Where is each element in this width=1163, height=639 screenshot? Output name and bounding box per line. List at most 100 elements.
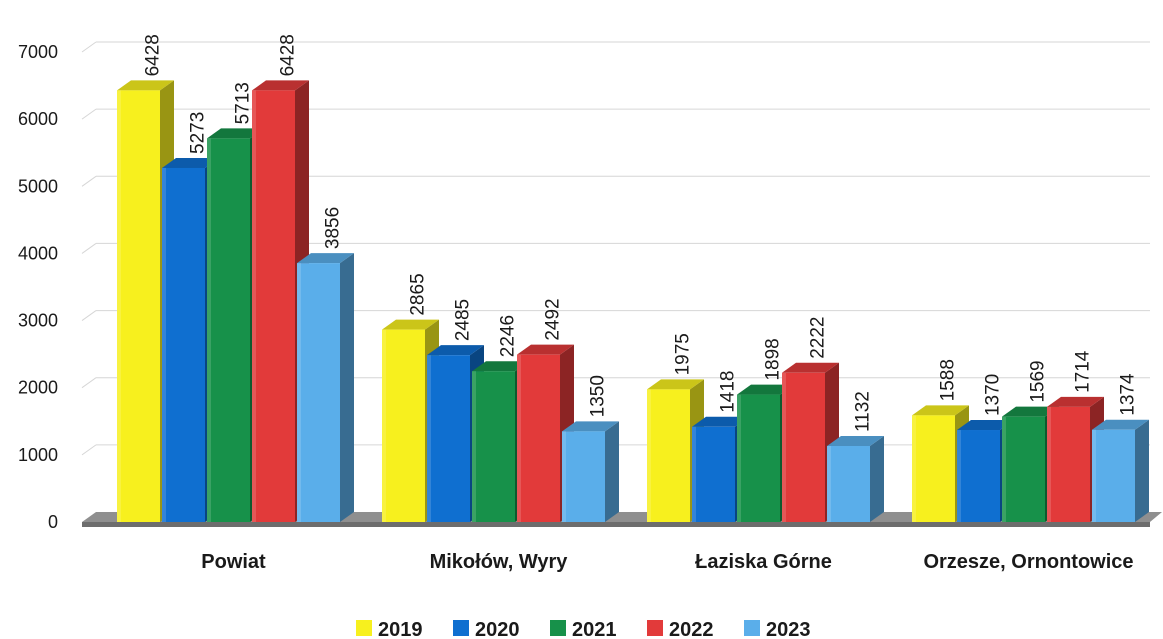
bar-front	[472, 371, 515, 522]
bar-top	[647, 379, 704, 390]
bar-front	[562, 431, 605, 522]
x-category-label: Łaziska Górne	[695, 551, 832, 573]
bar-front	[162, 167, 205, 522]
value-label: 5713	[233, 82, 254, 124]
bar-highlight	[562, 431, 566, 522]
bar-highlight	[517, 354, 521, 522]
value-label: 1898	[763, 338, 784, 380]
bar-top	[162, 157, 219, 168]
bars	[117, 80, 1149, 523]
value-label: 5273	[188, 112, 209, 154]
bar	[297, 253, 354, 522]
bar-highlight	[252, 90, 256, 523]
x-category-label: Mikołów, Wyry	[430, 551, 569, 573]
bar-front	[957, 430, 1000, 522]
x-category-label: Powiat	[201, 551, 266, 573]
bar-highlight	[912, 415, 916, 522]
bar	[252, 80, 309, 523]
bar-top	[692, 416, 749, 427]
value-label: 1569	[1028, 360, 1049, 402]
bar-front	[782, 372, 825, 522]
legend-item: 2020	[453, 619, 520, 639]
bar-side	[340, 253, 354, 522]
legend-label: 2019	[378, 619, 423, 639]
gridline-side	[81, 108, 97, 120]
bar-top	[252, 80, 309, 91]
value-labels: 6428 5273 5713 6428 3856 2865 2485 2246 2492 1350…	[143, 34, 1139, 432]
bar-front	[1092, 429, 1135, 522]
bar-side	[1135, 419, 1149, 522]
value-label: 2485	[453, 299, 474, 341]
bar-front	[692, 426, 735, 522]
legend-item: 2019	[356, 619, 423, 639]
value-label: 1350	[588, 375, 609, 417]
legend-swatch	[550, 620, 566, 636]
legend-swatch	[453, 620, 469, 636]
chart-floor	[82, 512, 1162, 527]
legend-swatch	[647, 620, 663, 636]
value-label: 2865	[408, 273, 429, 315]
y-tick-label: 7000	[18, 42, 58, 62]
gridline-side	[81, 310, 97, 321]
value-label: 1714	[1073, 350, 1094, 393]
bar-top	[782, 362, 839, 373]
y-tick-label: 6000	[18, 109, 58, 129]
legend-item: 2021	[550, 619, 617, 639]
bar-highlight	[472, 371, 476, 522]
bar-front	[912, 415, 955, 522]
bar-top	[1047, 396, 1104, 407]
bar-highlight	[117, 90, 121, 523]
bar-top	[472, 361, 529, 372]
bar-highlight	[692, 426, 696, 522]
value-label: 2492	[543, 298, 564, 340]
bar-highlight	[207, 138, 211, 523]
legend-label: 2020	[475, 619, 520, 639]
value-label: 6428	[278, 34, 299, 76]
bar-top	[382, 319, 439, 330]
value-label: 1374	[1118, 373, 1139, 416]
bar-front	[1002, 416, 1045, 522]
bar	[782, 362, 839, 522]
legend: 2019 2020 2021 2022 2023	[356, 619, 811, 639]
gridline-side	[81, 41, 97, 53]
value-label: 1588	[938, 359, 959, 401]
bar	[562, 421, 619, 522]
bar-top	[427, 345, 484, 356]
x-category-label: Orzesze, Ornontowice	[923, 551, 1133, 573]
bar-top	[117, 80, 174, 91]
y-tick-label: 1000	[18, 445, 58, 465]
bar-top	[912, 405, 969, 416]
bar-front	[1047, 406, 1090, 522]
bar-front	[647, 389, 690, 522]
bar-highlight	[957, 430, 961, 522]
legend-swatch	[744, 620, 760, 636]
bar-highlight	[382, 329, 386, 522]
bar-top	[297, 253, 354, 264]
gridline-side	[81, 175, 97, 187]
bar-front	[252, 90, 295, 523]
bar-front	[382, 329, 425, 522]
bar-front	[737, 394, 780, 522]
bar-front	[117, 90, 160, 523]
legend-label: 2023	[766, 619, 811, 639]
y-tick-label: 5000	[18, 176, 58, 196]
value-label: 2246	[498, 315, 519, 357]
bar-top	[827, 435, 884, 446]
y-tick-label: 2000	[18, 378, 58, 398]
gridline-side	[81, 377, 97, 389]
y-tick-label: 0	[48, 512, 58, 532]
bar-front	[427, 355, 470, 522]
floor-top	[82, 512, 1162, 522]
legend-label: 2022	[669, 619, 714, 639]
floor-front	[82, 522, 1150, 527]
value-label: 1370	[983, 374, 1004, 416]
bar-highlight	[782, 372, 786, 522]
bar-highlight	[827, 445, 831, 522]
bar-top	[207, 128, 264, 139]
value-label: 1975	[673, 333, 694, 375]
bar-top	[1002, 406, 1059, 417]
legend-label: 2021	[572, 619, 617, 639]
bar-top	[1092, 419, 1149, 430]
